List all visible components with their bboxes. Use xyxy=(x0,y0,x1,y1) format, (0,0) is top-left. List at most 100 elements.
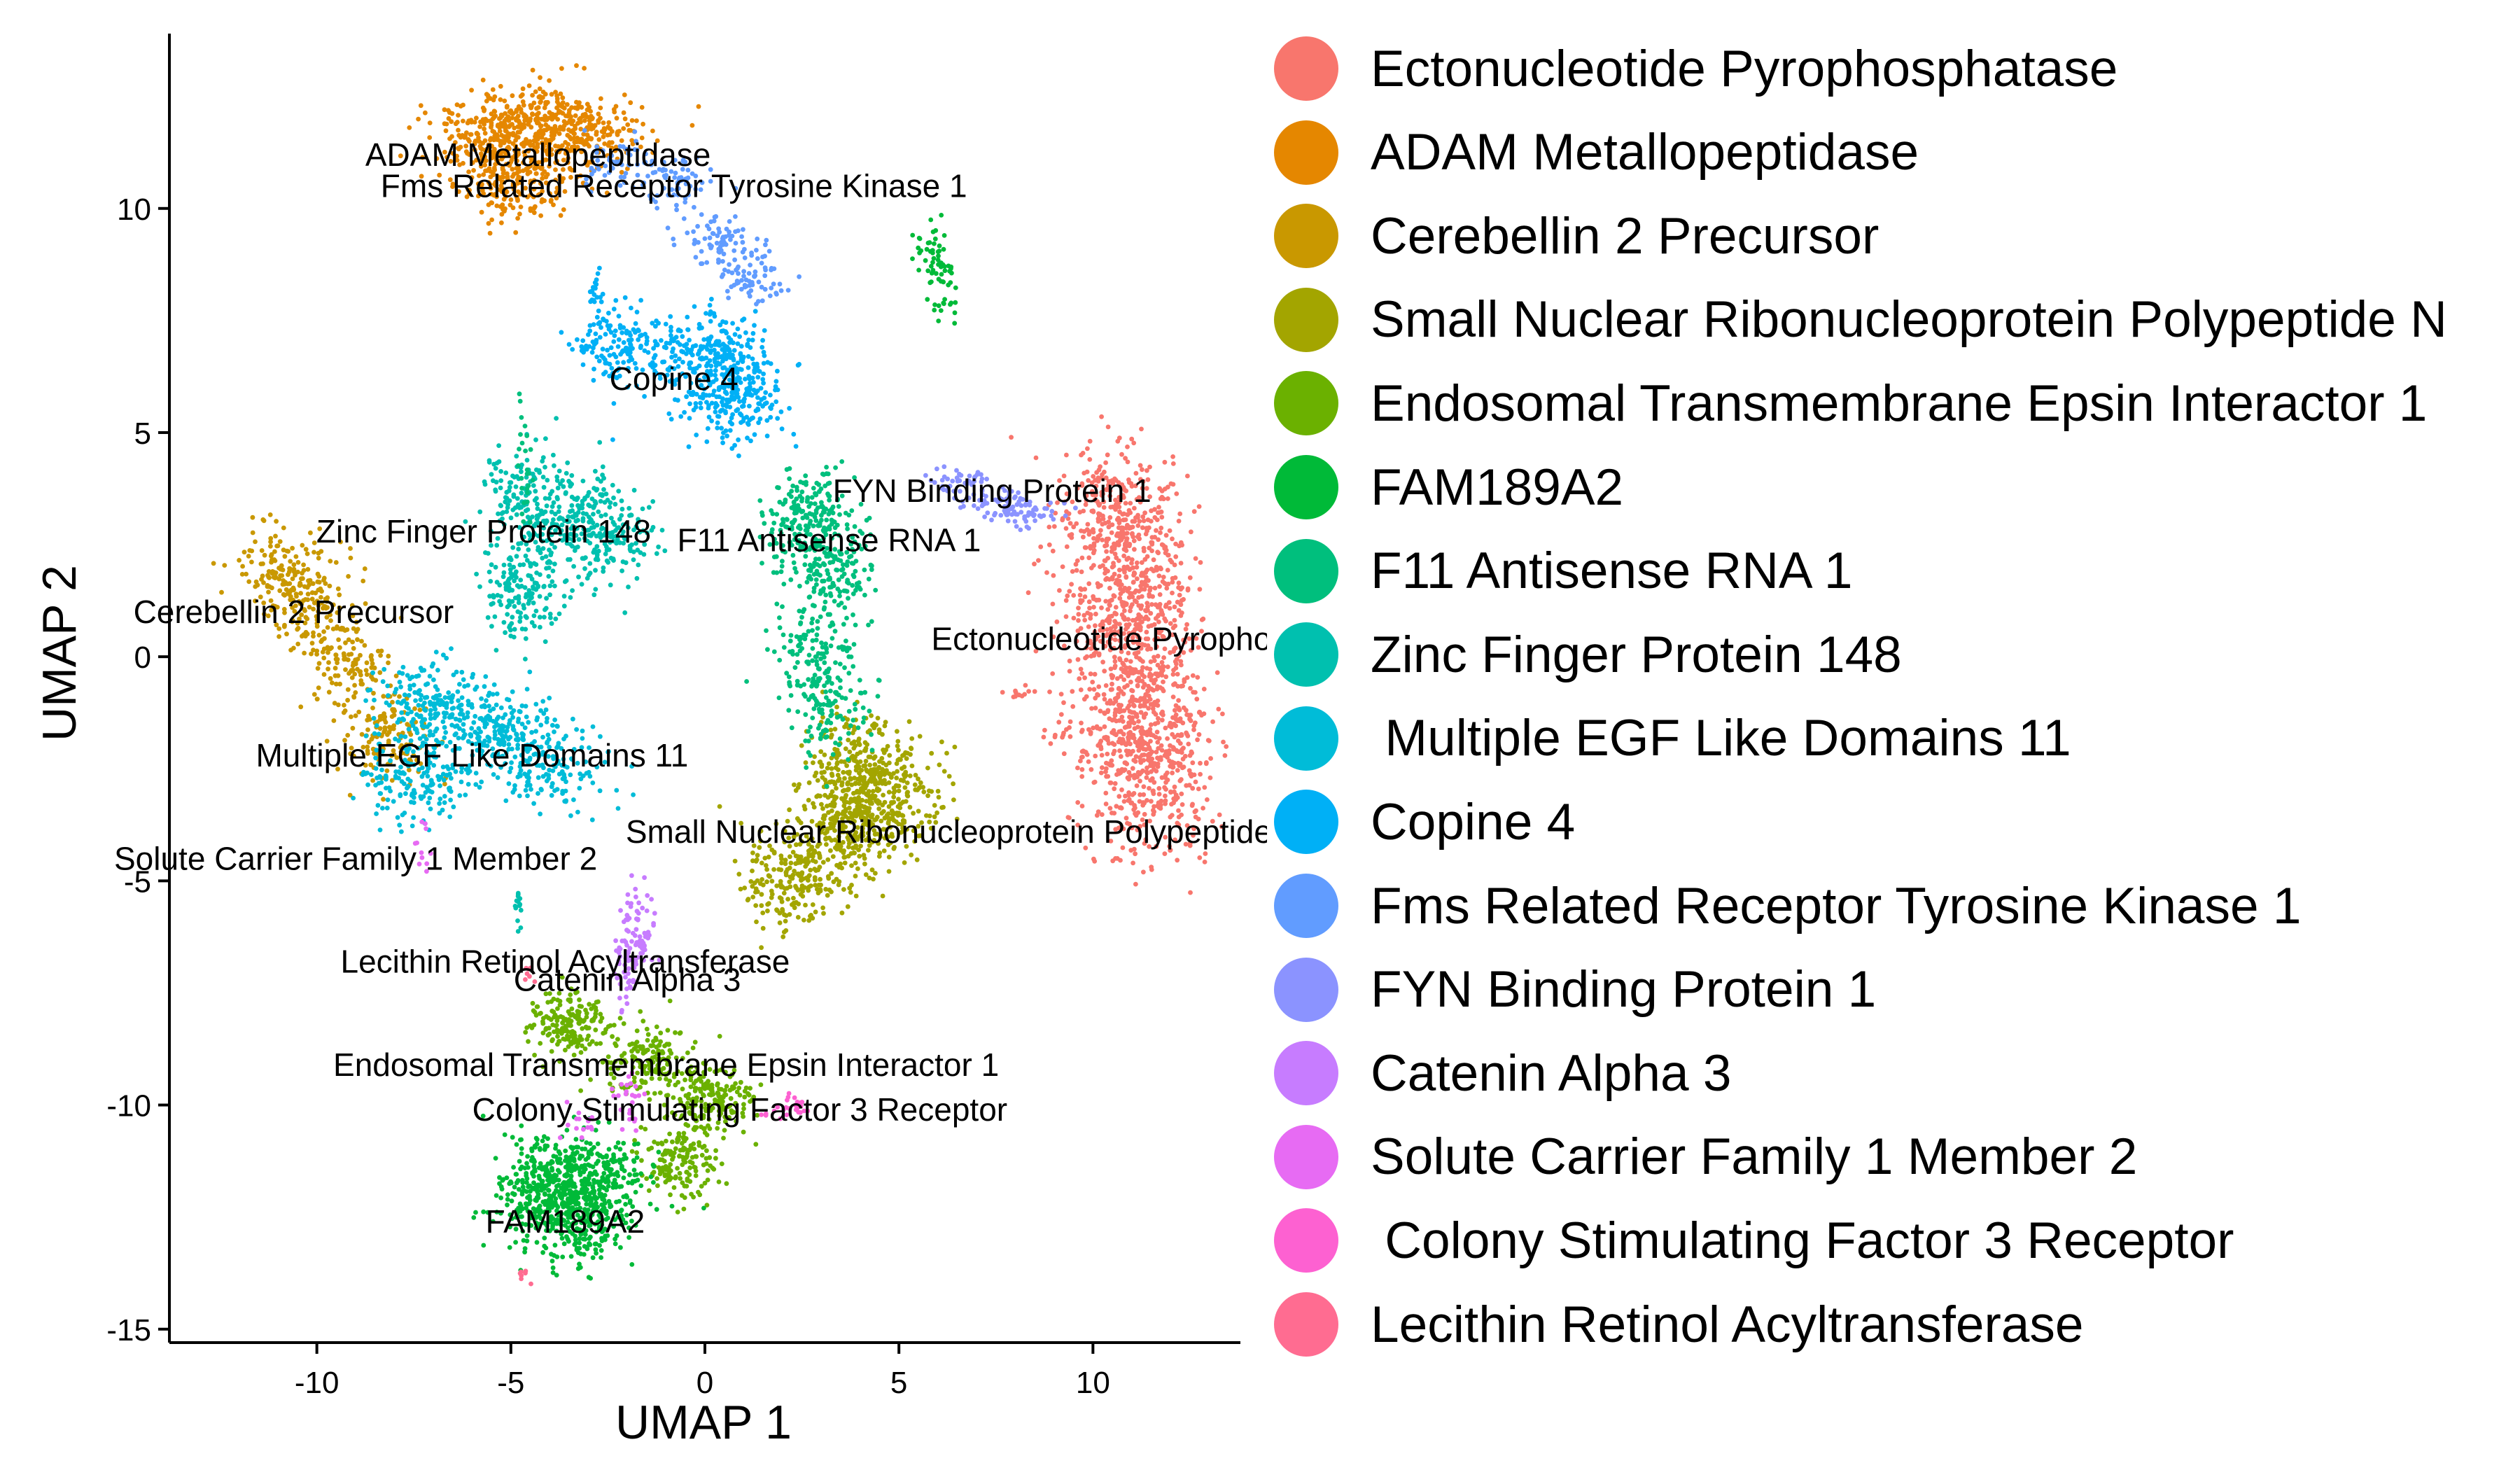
data-point xyxy=(568,114,573,119)
data-point xyxy=(558,213,564,218)
data-point xyxy=(1111,728,1116,733)
data-point xyxy=(594,1008,598,1014)
data-point xyxy=(1071,593,1077,598)
data-point xyxy=(1077,676,1082,681)
data-point xyxy=(1092,629,1098,634)
data-point xyxy=(1171,721,1177,727)
data-point xyxy=(253,539,258,545)
data-point xyxy=(742,886,748,890)
data-point xyxy=(1128,752,1133,757)
data-point xyxy=(1176,519,1182,524)
data-point xyxy=(1152,568,1158,573)
data-point xyxy=(1140,525,1145,531)
data-point xyxy=(351,694,357,700)
data-point xyxy=(1162,752,1168,758)
data-point xyxy=(1175,768,1180,773)
data-point xyxy=(1130,534,1136,540)
data-point xyxy=(326,690,332,695)
data-point xyxy=(880,766,885,772)
data-point xyxy=(1091,536,1096,541)
data-point xyxy=(268,543,273,549)
data-point xyxy=(386,653,391,659)
data-point xyxy=(350,663,356,668)
data-point xyxy=(612,1023,617,1028)
data-point xyxy=(602,1030,608,1035)
data-point xyxy=(692,1040,698,1045)
data-point xyxy=(682,1146,687,1152)
data-point xyxy=(844,763,849,769)
data-point xyxy=(1148,659,1154,664)
data-point xyxy=(1117,509,1122,514)
data-point xyxy=(864,780,870,786)
data-point xyxy=(496,122,500,127)
data-point xyxy=(825,857,831,862)
data-point xyxy=(857,790,862,795)
data-point xyxy=(1136,589,1142,594)
data-point xyxy=(673,1030,678,1035)
data-point xyxy=(1140,672,1145,678)
data-point xyxy=(550,1166,554,1171)
data-point xyxy=(783,872,789,878)
data-point xyxy=(834,704,839,710)
data-point xyxy=(1084,645,1089,650)
data-point xyxy=(1113,498,1118,503)
data-point xyxy=(526,1184,531,1189)
data-point xyxy=(862,763,868,769)
data-point xyxy=(1131,538,1137,543)
data-point xyxy=(687,1179,693,1184)
data-point xyxy=(1096,692,1101,698)
data-point xyxy=(1130,732,1136,738)
data-point xyxy=(935,788,941,794)
data-point xyxy=(710,1166,715,1170)
data-point xyxy=(554,1030,560,1035)
data-point xyxy=(1086,599,1092,605)
cluster-points xyxy=(471,1113,706,1281)
data-point xyxy=(1146,706,1151,711)
data-point xyxy=(1128,659,1133,664)
data-point xyxy=(1127,543,1132,549)
data-point xyxy=(1152,780,1157,785)
data-point xyxy=(1170,482,1176,487)
data-point xyxy=(1117,748,1122,753)
data-point xyxy=(853,860,858,866)
data-point xyxy=(596,111,601,117)
data-point xyxy=(1079,481,1085,486)
data-point xyxy=(522,1250,527,1255)
data-point xyxy=(1116,567,1122,573)
data-point xyxy=(1088,646,1093,651)
data-point xyxy=(1156,792,1162,797)
data-point xyxy=(1126,586,1132,591)
data-point xyxy=(545,1032,551,1038)
data-point xyxy=(830,789,835,794)
data-point xyxy=(1095,538,1100,543)
data-point xyxy=(1156,573,1162,579)
data-point xyxy=(1071,615,1077,621)
data-point xyxy=(724,1181,729,1186)
data-point xyxy=(1152,680,1156,686)
data-point xyxy=(534,106,539,111)
data-point xyxy=(360,578,366,584)
data-point xyxy=(1138,627,1143,633)
data-point xyxy=(1141,741,1147,746)
data-point xyxy=(1098,564,1102,569)
data-point xyxy=(358,652,363,658)
data-point xyxy=(493,1193,499,1198)
data-point xyxy=(857,742,862,748)
data-point xyxy=(1116,525,1121,531)
data-point xyxy=(522,125,527,130)
data-point xyxy=(1149,508,1154,514)
data-point xyxy=(1117,738,1123,743)
data-point xyxy=(355,637,360,643)
data-point xyxy=(407,125,412,130)
data-point xyxy=(1112,786,1117,792)
data-point xyxy=(1078,687,1084,692)
data-point xyxy=(1173,665,1179,671)
data-point xyxy=(444,121,449,127)
data-point xyxy=(525,1154,530,1159)
data-point xyxy=(1122,685,1127,690)
data-point xyxy=(574,63,579,69)
data-point xyxy=(1139,580,1144,585)
data-point xyxy=(534,1004,540,1009)
data-point xyxy=(1118,729,1124,734)
data-point xyxy=(1086,727,1091,732)
